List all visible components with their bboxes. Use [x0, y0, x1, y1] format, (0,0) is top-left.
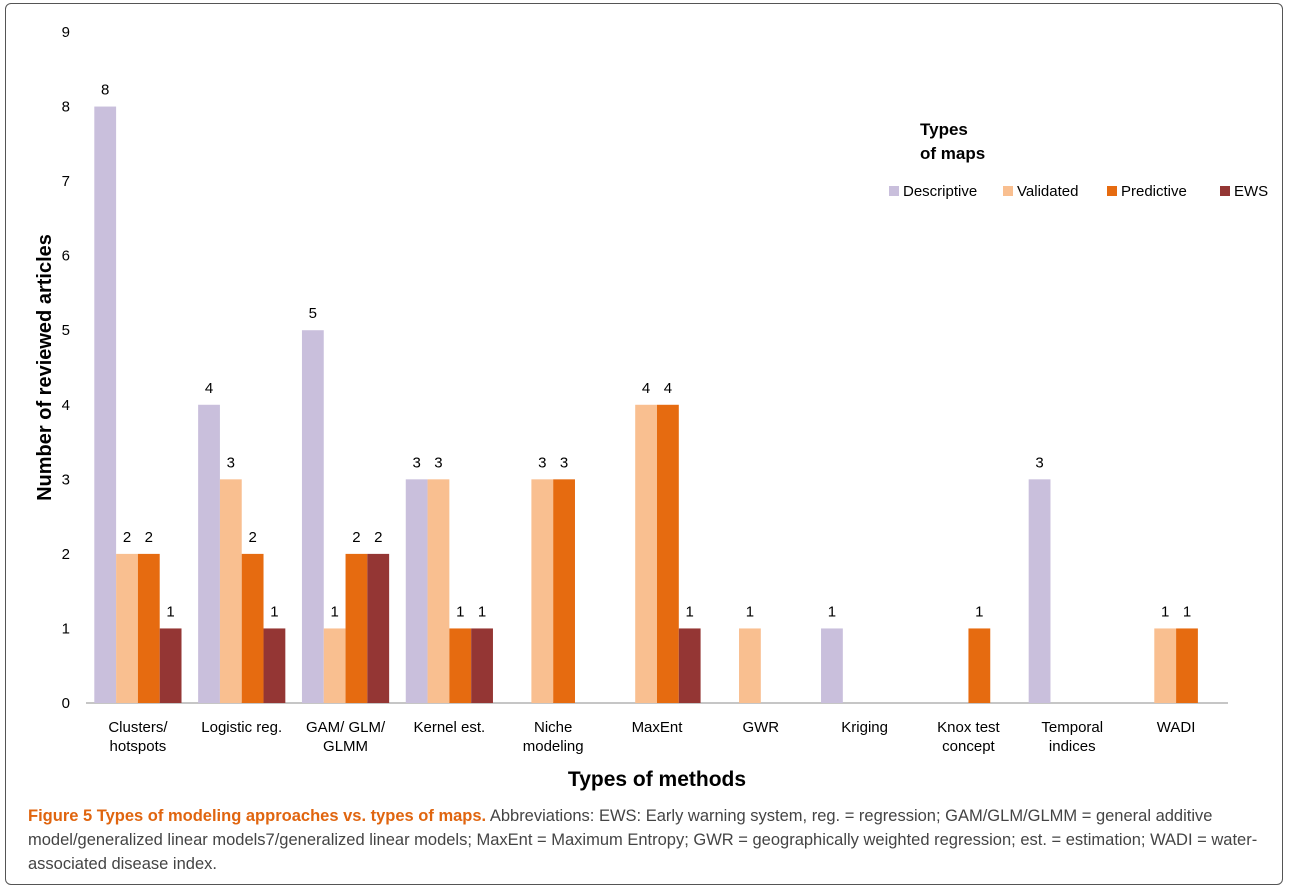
legend-swatch: [889, 186, 899, 196]
y-tick-label: 4: [62, 397, 70, 414]
caption-text: Abbreviations: EWS: Early warning system…: [28, 807, 1258, 873]
data-label: 3: [227, 454, 235, 471]
x-tick-label: hotspots: [110, 738, 167, 755]
x-tick-label: indices: [1049, 738, 1096, 755]
legend-swatch: [1220, 186, 1230, 196]
bar: [367, 553, 390, 703]
y-tick-label: 8: [62, 99, 70, 116]
x-axis-title: Types of methods: [568, 768, 746, 791]
figure-frame: 0 1 2 3 4 5 6 7 8 9 Number of reviewed articles 8 2 2…: [5, 3, 1283, 885]
x-tick-label: Niche: [534, 719, 572, 736]
x-tick-label: Kernel est.: [414, 719, 486, 736]
y-tick-label: 0: [62, 695, 70, 712]
data-label: 8: [101, 82, 109, 99]
x-tick-label: Kriging: [841, 719, 888, 736]
x-tick-label: GAM/ GLM/: [306, 719, 386, 736]
bar: [137, 553, 160, 703]
x-tick-label: GWR: [742, 719, 779, 736]
bar: [635, 404, 657, 703]
legend-label: Validated: [1017, 183, 1078, 200]
data-label: 2: [248, 529, 256, 546]
data-label: 1: [975, 603, 983, 620]
y-tick-label: 6: [62, 248, 70, 265]
bar: [471, 628, 493, 703]
data-label: 3: [538, 454, 546, 471]
data-label: 1: [456, 603, 464, 620]
bar: [405, 479, 428, 703]
data-label: 1: [270, 603, 278, 620]
bar: [821, 628, 843, 703]
legend-title: of maps: [920, 144, 985, 163]
data-label: 3: [1035, 454, 1043, 471]
bar: [198, 404, 220, 703]
y-tick-label: 7: [62, 173, 70, 190]
data-label: 1: [1161, 603, 1169, 620]
legend-label: Descriptive: [903, 183, 977, 200]
figure-caption: Figure 5 Types of modeling approaches vs…: [28, 804, 1278, 876]
bar: [968, 628, 991, 703]
legend-title: Types: [920, 120, 968, 139]
bar: [263, 628, 286, 703]
legend-label: Predictive: [1121, 183, 1187, 200]
data-label: 4: [642, 380, 650, 397]
caption-label: Figure 5 Types of modeling approaches vs…: [28, 807, 487, 825]
data-label: 2: [374, 529, 382, 546]
data-label: 5: [309, 305, 317, 322]
bar: [345, 553, 368, 703]
y-tick-label: 2: [62, 546, 70, 563]
bar: [553, 479, 575, 703]
data-label: 4: [664, 380, 672, 397]
data-label: 1: [166, 603, 174, 620]
x-tick-label: MaxEnt: [632, 719, 684, 736]
x-tick-label: GLMM: [323, 738, 368, 755]
x-tick-label: Clusters/: [108, 719, 168, 736]
bar: [241, 553, 264, 703]
bar: [116, 553, 138, 703]
bar: [657, 404, 679, 703]
data-label: 1: [686, 603, 694, 620]
bar: [678, 628, 701, 703]
y-tick-label: 1: [62, 620, 70, 637]
data-label: 1: [330, 603, 338, 620]
bar: [449, 628, 472, 703]
bar: [739, 628, 761, 703]
y-tick-label: 5: [62, 322, 70, 339]
data-label: 1: [1183, 603, 1191, 620]
bar: [427, 479, 450, 703]
data-label: 1: [478, 603, 486, 620]
y-axis-title: Number of reviewed articles: [34, 234, 56, 501]
bar: [159, 628, 182, 703]
x-tick-label: Knox test: [937, 719, 1000, 736]
bar: [1028, 479, 1051, 703]
x-tick-label: WADI: [1157, 719, 1196, 736]
x-tick-label: Logistic reg.: [201, 719, 282, 736]
data-label: 3: [434, 454, 442, 471]
x-tick-label: Temporal: [1041, 719, 1103, 736]
bar: [94, 106, 117, 704]
data-label: 2: [123, 529, 131, 546]
legend-swatch: [1003, 186, 1013, 196]
bar: [1154, 628, 1177, 703]
x-tick-label: concept: [942, 738, 995, 755]
bar: [531, 479, 554, 703]
data-label: 1: [746, 603, 754, 620]
y-tick-label: 3: [62, 471, 70, 488]
x-tick-label: modeling: [523, 738, 584, 755]
bar: [301, 330, 324, 703]
data-label: 4: [205, 380, 213, 397]
data-label: 2: [145, 529, 153, 546]
data-label: 3: [560, 454, 568, 471]
data-label: 3: [412, 454, 420, 471]
bar: [1176, 628, 1198, 703]
legend-label: EWS: [1234, 183, 1268, 200]
bar: [323, 628, 346, 703]
data-label: 1: [828, 603, 836, 620]
y-tick-label: 9: [62, 24, 70, 41]
data-label: 2: [352, 529, 360, 546]
bar: [219, 479, 242, 703]
legend-swatch: [1107, 186, 1117, 196]
